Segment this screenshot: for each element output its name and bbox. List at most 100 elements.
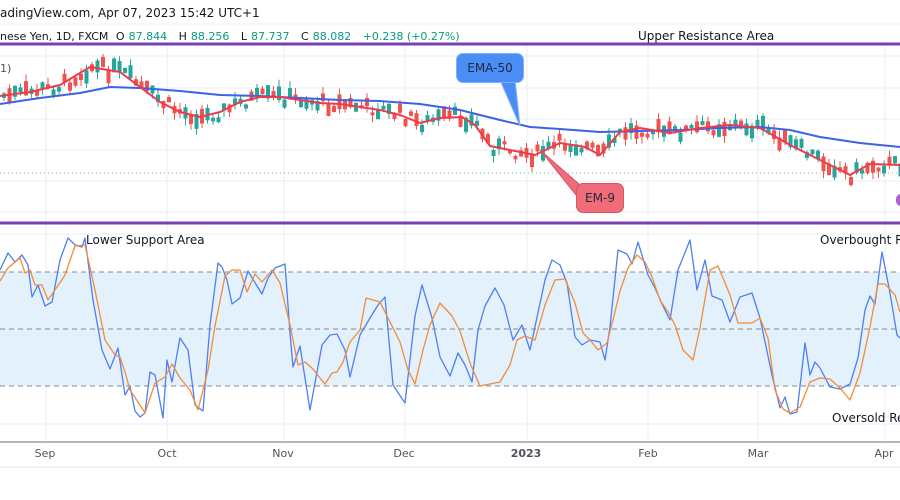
bullish-candle [194, 113, 199, 129]
bullish-candle [568, 145, 573, 153]
bearish-candle [271, 91, 276, 97]
bearish-candle [843, 166, 848, 174]
bearish-candle [695, 121, 699, 133]
bullish-candle [244, 104, 248, 109]
bullish-candle [57, 87, 61, 92]
bullish-candle [744, 123, 749, 136]
bullish-candle [387, 103, 391, 115]
event-marker-icon[interactable] [896, 194, 900, 206]
bullish-candle [123, 67, 127, 73]
bearish-candle [24, 81, 28, 96]
bullish-candle [761, 115, 765, 131]
bullish-candle [854, 162, 859, 174]
bearish-candle [535, 144, 540, 152]
stoch-k-line [0, 237, 900, 419]
bullish-candle [860, 169, 864, 174]
indicator-legend-fragment: 1) [0, 62, 12, 75]
bullish-candle [805, 152, 809, 158]
bearish-candle [634, 125, 639, 139]
bullish-candle [629, 123, 633, 134]
time-axis-label: Feb [638, 447, 658, 460]
bullish-candle [788, 135, 793, 148]
bearish-candle [101, 56, 105, 67]
ema50-callout[interactable]: EMA-50 [456, 53, 524, 83]
bullish-candle [282, 99, 287, 108]
bearish-candle [46, 84, 50, 89]
lower-support-label: Lower Support Area [86, 233, 205, 247]
bearish-candle [398, 103, 402, 113]
bullish-candle [95, 60, 100, 73]
symbol-name[interactable]: nese Yen, 1D, FXCM [0, 30, 109, 43]
stoch-d-line [0, 244, 900, 414]
bearish-candle [145, 80, 149, 92]
bearish-candle [623, 127, 628, 140]
bearish-candle [530, 153, 534, 168]
bearish-candle [585, 141, 589, 149]
bearish-candle [557, 133, 562, 141]
em9-callout-pointer [539, 149, 581, 202]
bullish-candle [112, 58, 116, 73]
bearish-candle [189, 115, 193, 125]
bearish-candle [887, 156, 892, 165]
bearish-candle [596, 145, 600, 157]
price-change: +0.238 (+0.27%) [362, 30, 460, 43]
bearish-candle [442, 106, 446, 119]
bullish-candle [898, 163, 900, 177]
bearish-candle [68, 82, 72, 91]
bullish-candle [453, 106, 457, 115]
bearish-candle [73, 77, 78, 86]
bearish-candle [486, 134, 490, 144]
bearish-candle [519, 150, 523, 157]
bearish-candle [260, 88, 265, 95]
symbol-legend: nese Yen, 1D, FXCM O 87.844 H 88.256 L 87.7… [0, 29, 464, 45]
time-axis-label: Dec [393, 447, 415, 460]
bullish-candle [436, 109, 441, 121]
bullish-candle [574, 144, 578, 156]
bearish-candle [35, 90, 39, 96]
bearish-candle [227, 104, 232, 113]
overbought-label: Overbought Re [820, 233, 900, 247]
bullish-candle [255, 87, 259, 97]
bearish-candle [370, 112, 375, 116]
bearish-candle [821, 156, 826, 172]
bearish-candle [601, 143, 606, 154]
bearish-candle [876, 167, 881, 172]
bearish-candle [79, 73, 83, 81]
bullish-candle [376, 109, 380, 120]
bearish-candle [590, 142, 595, 148]
bullish-candle [420, 124, 424, 133]
bullish-candle [117, 61, 122, 73]
ohlc-open: O 87.844 [115, 30, 168, 43]
time-axis-label: Oct [157, 447, 177, 460]
bearish-candle [508, 150, 512, 154]
bearish-candle [321, 93, 325, 102]
bearish-candle [513, 156, 518, 160]
bullish-candle [51, 89, 56, 96]
bearish-candle [871, 160, 875, 173]
bullish-candle [750, 125, 754, 139]
bearish-candle [827, 163, 831, 176]
bullish-candle [222, 103, 226, 111]
bullish-candle [84, 70, 89, 84]
bullish-candle [810, 149, 815, 155]
bullish-candle [816, 150, 820, 159]
bullish-candle [299, 100, 303, 108]
bullish-candle [673, 126, 677, 131]
bearish-candle [414, 113, 419, 126]
bearish-candle [392, 113, 397, 119]
bearish-candle [326, 102, 331, 116]
em9-callout[interactable]: EM-9 [576, 183, 624, 213]
chart-source-header: adingView.com, Apr 07, 2023 15:42 UTC+1 [0, 6, 260, 20]
bullish-candle [128, 65, 133, 79]
bearish-candle [667, 121, 672, 135]
ohlc-low: L 87.737 [240, 30, 290, 43]
bullish-candle [766, 127, 771, 134]
bearish-candle [447, 110, 452, 119]
bearish-candle [348, 97, 353, 108]
bullish-candle [277, 86, 281, 101]
bullish-candle [733, 119, 738, 127]
bullish-candle [304, 98, 309, 109]
bullish-candle [216, 117, 221, 123]
ohlc-high: H 88.256 [178, 30, 230, 43]
